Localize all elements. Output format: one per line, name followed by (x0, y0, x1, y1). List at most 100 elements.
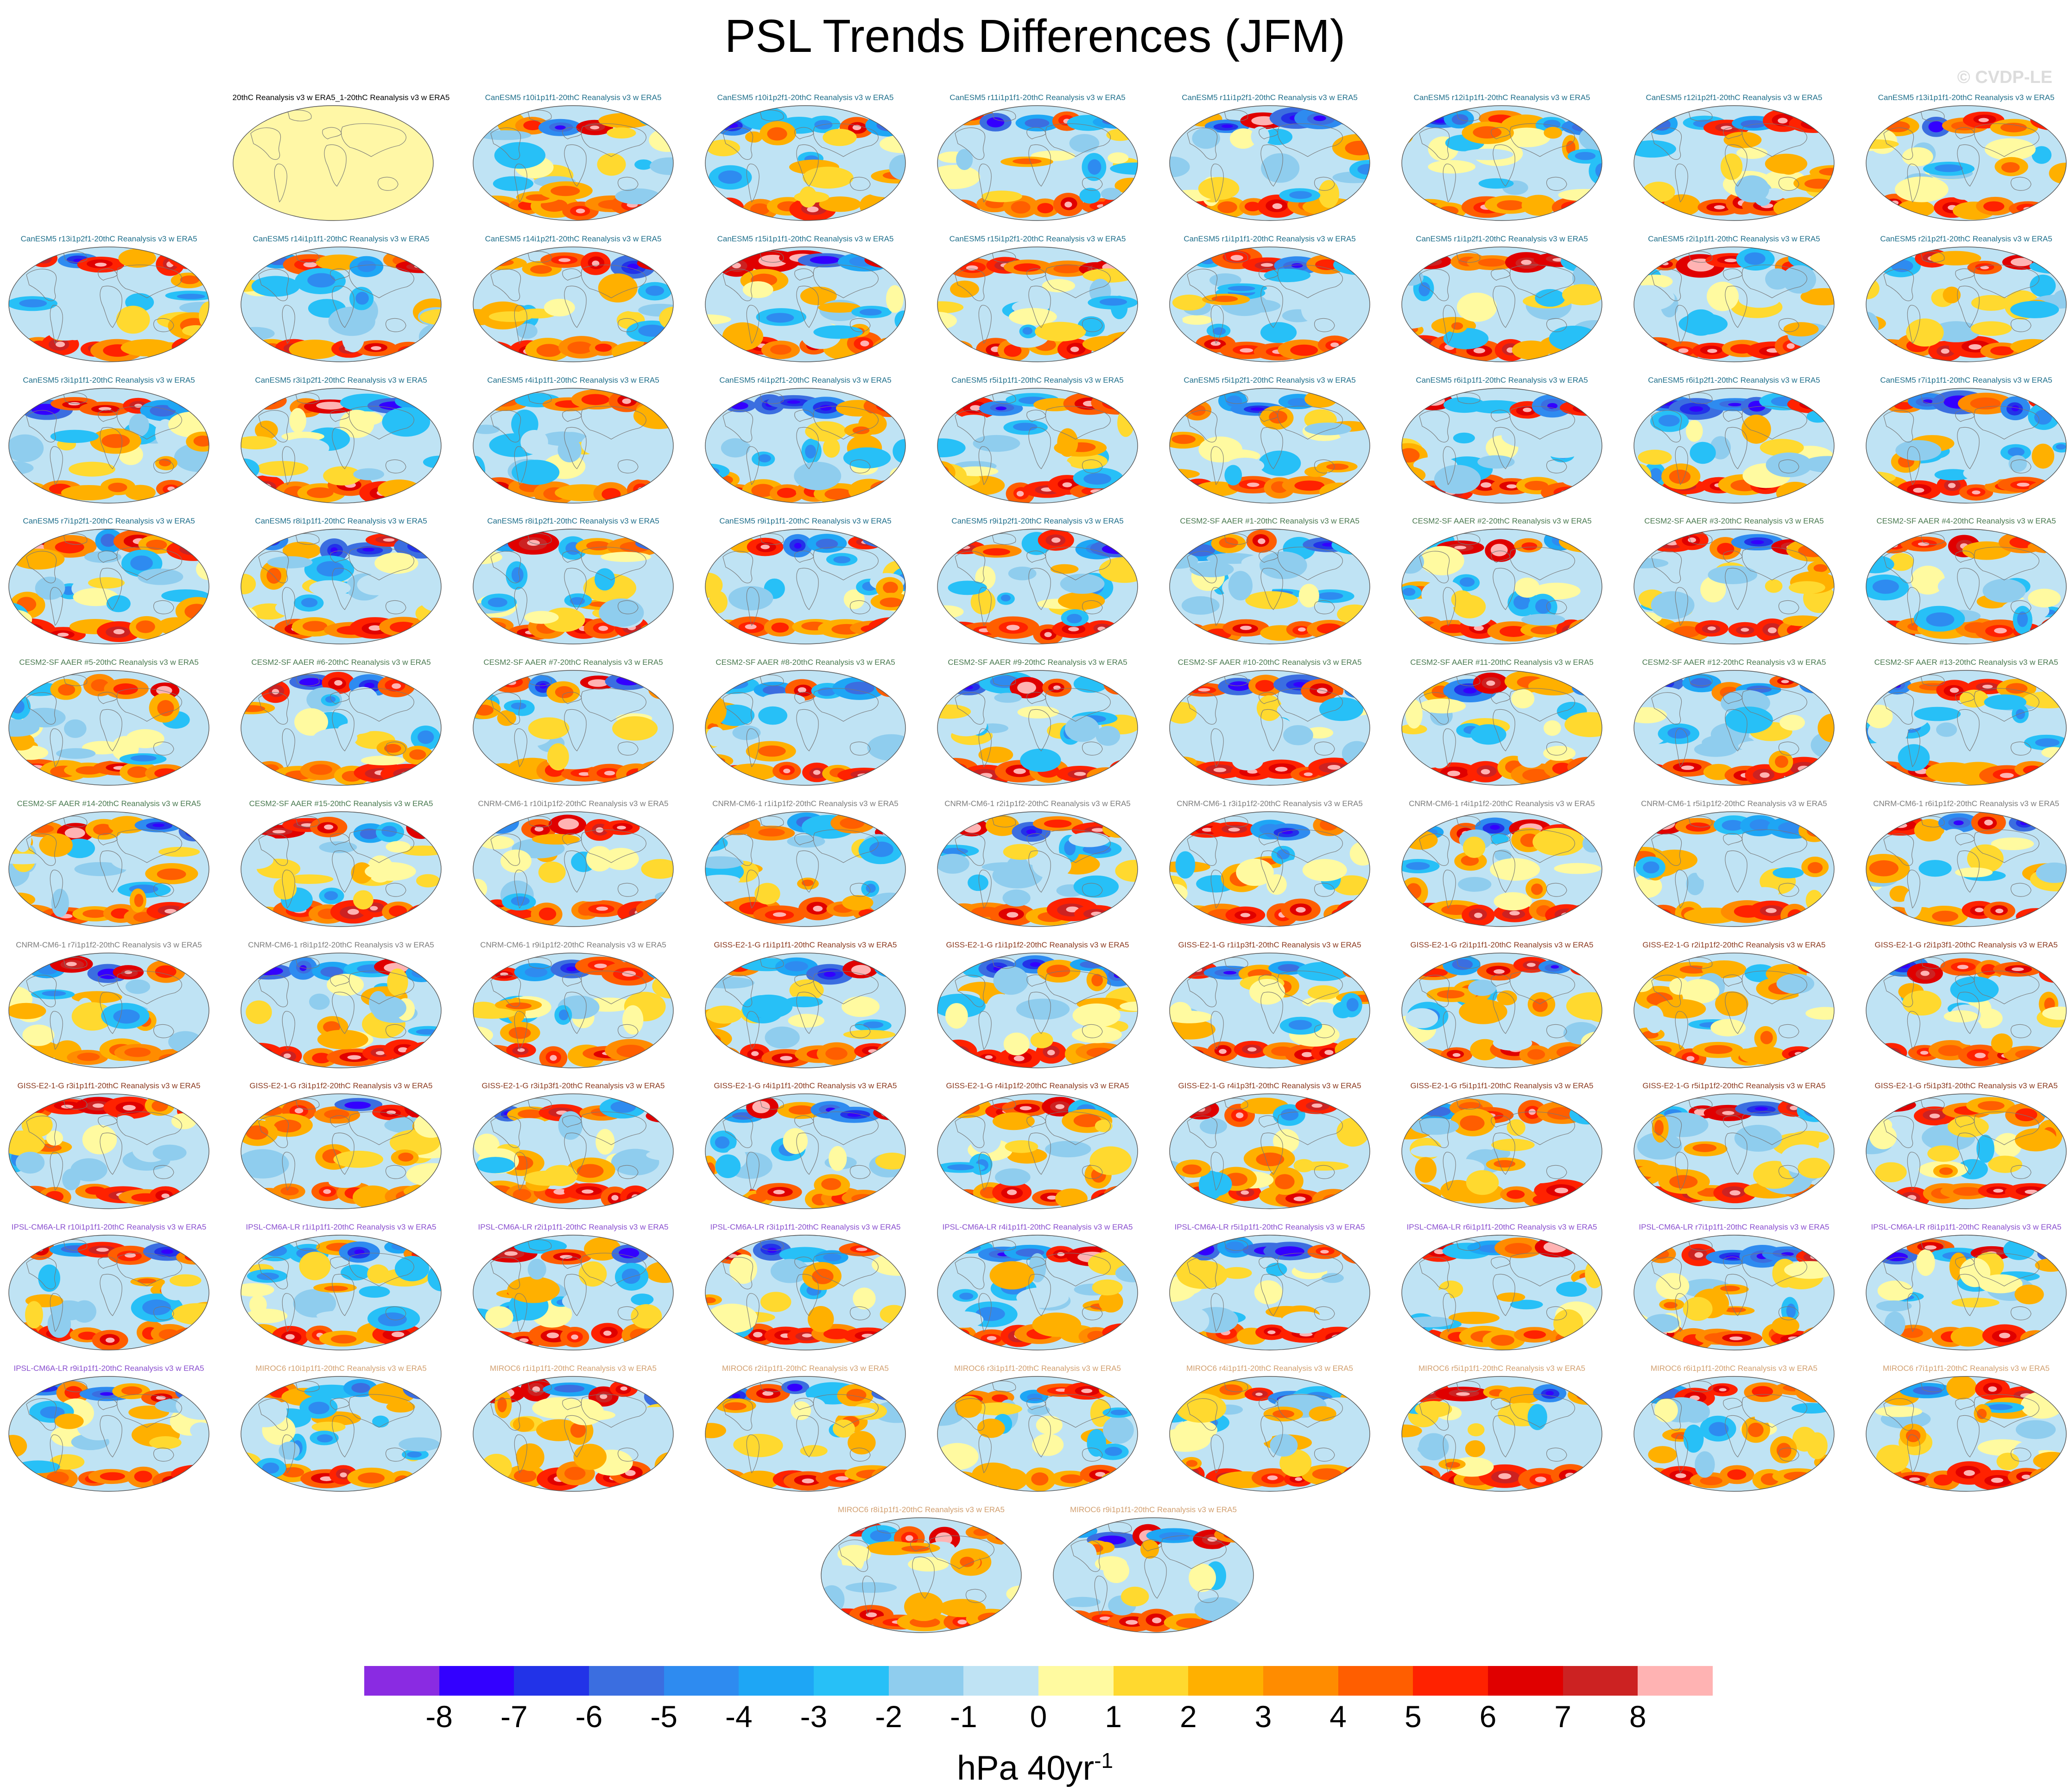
panel-title: CanESM5 r2i1p2f1-20thC Reanalysis v3 w E… (1880, 234, 2052, 243)
trend-difference-map (1633, 529, 1835, 644)
trend-difference-map (8, 1235, 209, 1350)
map-panel: CESM2-SF AAER #3-20thC Reanalysis v3 w E… (1625, 516, 1843, 650)
colorbar-tick-label: -4 (725, 1699, 753, 1734)
panel-title: GISS-E2-1-G r1i1p1f2-20thC Reanalysis v3… (946, 940, 1129, 949)
map-panel: MIROC6 r4i1p1f1-20thC Reanalysis v3 w ER… (1161, 1363, 1379, 1498)
panel-title: GISS-E2-1-G r3i1p3f1-20thC Reanalysis v3… (481, 1081, 665, 1090)
colorbar-swatch (1338, 1666, 1413, 1696)
panel-title: CESM2-SF AAER #7-20thC Reanalysis v3 w E… (483, 658, 663, 667)
trend-difference-map (8, 953, 209, 1068)
map-panel: CanESM5 r6i1p2f1-20thC Reanalysis v3 w E… (1625, 375, 1843, 510)
colorbar-tick-label: 4 (1329, 1699, 1347, 1734)
map-panel: CanESM5 r12i1p1f1-20thC Reanalysis v3 w … (1393, 93, 1611, 227)
panel-title: GISS-E2-1-G r5i1p3f1-20thC Reanalysis v3… (1874, 1081, 2058, 1090)
panel-title: GISS-E2-1-G r3i1p1f2-20thC Reanalysis v3… (249, 1081, 433, 1090)
panel-title: MIROC6 r3i1p1f1-20thC Reanalysis v3 w ER… (954, 1364, 1121, 1373)
map-panel: CanESM5 r7i1p2f1-20thC Reanalysis v3 w E… (0, 516, 218, 650)
map-panel: IPSL-CM6A-LR r1i1p1f1-20thC Reanalysis v… (232, 1222, 450, 1357)
trend-difference-map (1866, 1235, 2067, 1350)
colorbar (364, 1666, 1713, 1696)
map-panel: CanESM5 r15i1p1f1-20thC Reanalysis v3 w … (696, 234, 914, 368)
trend-difference-map (705, 953, 906, 1068)
map-panel: MIROC6 r1i1p1f1-20thC Reanalysis v3 w ER… (464, 1363, 682, 1498)
map-panel: CanESM5 r2i1p2f1-20thC Reanalysis v3 w E… (1857, 234, 2070, 368)
colorbar-swatch (1488, 1666, 1564, 1696)
panel-title: GISS-E2-1-G r1i1p1f1-20thC Reanalysis v3… (714, 940, 897, 949)
trend-difference-map (1866, 953, 2067, 1068)
trend-difference-map (8, 246, 209, 362)
trend-difference-map (8, 529, 209, 644)
map-panel: GISS-E2-1-G r5i1p3f1-20thC Reanalysis v3… (1857, 1081, 2070, 1215)
trend-difference-map (473, 388, 674, 504)
trend-difference-map (1401, 1093, 1602, 1209)
trend-difference-map (1633, 105, 1835, 221)
map-panel: CNRM-CM6-1 r3i1p1f2-20thC Reanalysis v3 … (1161, 799, 1379, 933)
panel-title: GISS-E2-1-G r2i1p1f1-20thC Reanalysis v3… (1410, 940, 1594, 949)
panel-title: MIROC6 r1i1p1f1-20thC Reanalysis v3 w ER… (490, 1364, 657, 1373)
panel-title: IPSL-CM6A-LR r8i1p1f1-20thC Reanalysis v… (1871, 1223, 2062, 1231)
trend-difference-map (241, 811, 442, 927)
trend-difference-map (1633, 953, 1835, 1068)
trend-difference-map (705, 811, 906, 927)
panel-title: CESM2-SF AAER #10-20thC Reanalysis v3 w … (1177, 658, 1362, 667)
panel-title: CanESM5 r2i1p1f1-20thC Reanalysis v3 w E… (1648, 234, 1820, 243)
trend-difference-map (1401, 953, 1602, 1068)
colorbar-tick-label: -5 (650, 1699, 677, 1734)
trend-difference-map (937, 953, 1138, 1068)
trend-difference-map (705, 1093, 906, 1209)
panel-title: CNRM-CM6-1 r5i1p1f2-20thC Reanalysis v3 … (1641, 799, 1827, 808)
panel-title: GISS-E2-1-G r2i1p3f1-20thC Reanalysis v3… (1874, 940, 2058, 949)
map-panel: CanESM5 r4i1p2f1-20thC Reanalysis v3 w E… (696, 375, 914, 510)
map-panel: MIROC6 r7i1p1f1-20thC Reanalysis v3 w ER… (1857, 1363, 2070, 1498)
trend-difference-map (241, 1235, 442, 1350)
panel-title: CESM2-SF AAER #11-20thC Reanalysis v3 w … (1410, 658, 1594, 667)
blank-reference-map (233, 105, 434, 221)
trend-difference-map (1866, 105, 2067, 221)
trend-difference-map (705, 529, 906, 644)
trend-difference-map (8, 1093, 209, 1209)
trend-difference-map (1633, 1235, 1835, 1350)
trend-difference-map (1401, 1376, 1602, 1492)
panel-title: CanESM5 r4i1p1f1-20thC Reanalysis v3 w E… (487, 376, 659, 385)
colorbar-tick-label: 6 (1479, 1699, 1497, 1734)
panel-title: IPSL-CM6A-LR r10i1p1f1-20thC Reanalysis … (11, 1223, 207, 1231)
panel-title: GISS-E2-1-G r2i1p1f2-20thC Reanalysis v3… (1642, 940, 1826, 949)
map-panel: CNRM-CM6-1 r7i1p1f2-20thC Reanalysis v3 … (0, 940, 218, 1074)
colorbar-swatch (1038, 1666, 1114, 1696)
panel-title: MIROC6 r4i1p1f1-20thC Reanalysis v3 w ER… (1186, 1364, 1353, 1373)
trend-difference-map (1633, 670, 1835, 786)
trend-difference-map (473, 1235, 674, 1350)
map-panel: IPSL-CM6A-LR r8i1p1f1-20thC Reanalysis v… (1857, 1222, 2070, 1357)
trend-difference-map (1169, 670, 1370, 786)
trend-difference-map (241, 953, 442, 1068)
trend-difference-map (1633, 246, 1835, 362)
trend-difference-map (241, 670, 442, 786)
map-panel: IPSL-CM6A-LR r2i1p1f1-20thC Reanalysis v… (464, 1222, 682, 1357)
trend-difference-map (937, 388, 1138, 504)
trend-difference-map (473, 1093, 674, 1209)
map-panel: GISS-E2-1-G r2i1p3f1-20thC Reanalysis v3… (1857, 940, 2070, 1074)
colorbar-swatch (1263, 1666, 1339, 1696)
trend-difference-map (1169, 1093, 1370, 1209)
colorbar-tick-label: 7 (1554, 1699, 1572, 1734)
map-panel: CNRM-CM6-1 r9i1p1f2-20thC Reanalysis v3 … (464, 940, 682, 1074)
map-panel: CNRM-CM6-1 r10i1p1f2-20thC Reanalysis v3… (464, 799, 682, 933)
map-panel: CanESM5 r11i1p1f1-20thC Reanalysis v3 w … (929, 93, 1146, 227)
panel-title: IPSL-CM6A-LR r2i1p1f1-20thC Reanalysis v… (478, 1223, 669, 1231)
panel-title: CanESM5 r9i1p1f1-20thC Reanalysis v3 w E… (719, 517, 892, 525)
colorbar-tick-label: 1 (1105, 1699, 1122, 1734)
map-panel: MIROC6 r5i1p1f1-20thC Reanalysis v3 w ER… (1393, 1363, 1611, 1498)
panel-title: CESM2-SF AAER #2-20thC Reanalysis v3 w E… (1412, 517, 1592, 525)
map-panel: GISS-E2-1-G r3i1p3f1-20thC Reanalysis v3… (464, 1081, 682, 1215)
panel-title: CNRM-CM6-1 r3i1p1f2-20thC Reanalysis v3 … (1177, 799, 1363, 808)
colorbar-swatch (1413, 1666, 1488, 1696)
map-panel: CESM2-SF AAER #9-20thC Reanalysis v3 w E… (929, 657, 1146, 792)
trend-difference-map (8, 811, 209, 927)
map-panel: GISS-E2-1-G r1i1p1f2-20thC Reanalysis v3… (929, 940, 1146, 1074)
colorbar-swatch (439, 1666, 514, 1696)
panel-title: CanESM5 r3i1p1f1-20thC Reanalysis v3 w E… (23, 376, 195, 385)
panel-title: GISS-E2-1-G r4i1p3f1-20thC Reanalysis v3… (1178, 1081, 1361, 1090)
panel-title: MIROC6 r9i1p1f1-20thC Reanalysis v3 w ER… (1070, 1505, 1237, 1514)
panel-title: CESM2-SF AAER #14-20thC Reanalysis v3 w … (17, 799, 201, 808)
trend-difference-map (1866, 529, 2067, 644)
